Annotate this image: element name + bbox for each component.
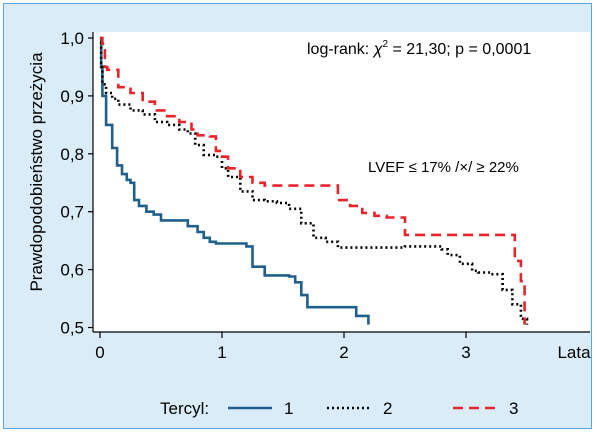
x-axis-label: Lata [557, 343, 591, 362]
y-tick-label: 0,6 [60, 261, 84, 280]
x-tick-label: 2 [339, 343, 348, 362]
lvef-annotation: LVEF ≤ 17% /×/ ≥ 22% [368, 159, 519, 176]
series-line-3 [100, 36, 526, 325]
legend-label-3: 3 [509, 399, 518, 418]
x-tick-label: 1 [217, 343, 226, 362]
x-tick-label: 3 [461, 343, 470, 362]
y-tick-label: 0,8 [60, 145, 84, 164]
y-axis-label: Prawdopodobieństwo przeżycia [27, 52, 46, 292]
legend: Tercyl: 1 2 3 [160, 399, 518, 418]
series-line-1 [99, 36, 370, 325]
y-tick-label: 0,5 [60, 319, 84, 338]
logrank-annotation: log-rank: χ2 = 21,30; p = 0,0001 [307, 39, 531, 58]
legend-label-1: 1 [284, 399, 293, 418]
plot-area [93, 32, 590, 332]
series-line-2 [99, 36, 529, 325]
x-tick-label: 0 [95, 343, 104, 362]
y-tick-label: 0,9 [60, 87, 84, 106]
legend-title: Tercyl: [160, 399, 209, 418]
y-tick-label: 1,0 [60, 29, 84, 48]
y-tick-label: 0,7 [60, 203, 84, 222]
legend-label-2: 2 [383, 399, 392, 418]
